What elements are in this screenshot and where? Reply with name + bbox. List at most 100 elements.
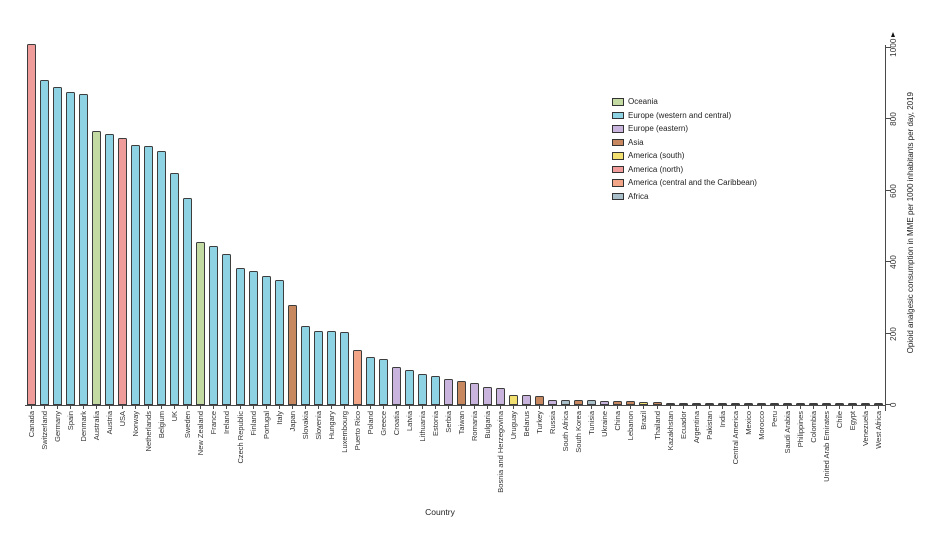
bar-colombia (808, 403, 818, 405)
bar-slot-puerto-rico (351, 45, 364, 405)
bar-slot-uruguay (507, 45, 520, 405)
country-label-sweden: Sweden (183, 411, 193, 439)
bar-belgium (157, 151, 167, 405)
plot-area: 0 200 400 600 800 1000 (25, 32, 898, 411)
bar-germany (53, 87, 63, 405)
x-tick (461, 405, 463, 409)
legend-row-europe-western-and-central: Europe (western and central) (612, 109, 757, 123)
x-label-slot-switzerland: Switzerland (38, 405, 51, 493)
bar-slot-germany (51, 45, 64, 405)
y-axis-line (885, 45, 886, 411)
x-label-slot-brazil: Brazil (637, 405, 650, 493)
bar-slot-finland (247, 45, 260, 405)
x-label-slot-argentina: Argentina (690, 405, 703, 493)
bar-slot-chile (833, 45, 846, 405)
x-label-slot-puerto-rico: Puerto Rico (351, 405, 364, 493)
country-label-spain: Spain (66, 411, 76, 431)
bar-slot-romania (468, 45, 481, 405)
x-tick (812, 405, 814, 409)
country-label-portugal: Portugal (261, 411, 271, 439)
bar-slot-south-korea (572, 45, 585, 405)
x-label-slot-ecuador: Ecuador (677, 405, 690, 493)
legend-label: Africa (628, 191, 649, 201)
y-tick-200 (885, 332, 891, 334)
bar-slot-morocco (755, 45, 768, 405)
x-tick (31, 405, 33, 409)
country-label-finland: Finland (248, 411, 258, 436)
x-tick (669, 405, 671, 409)
x-label-slot-mexico: Mexico (742, 405, 755, 493)
x-tick (604, 405, 606, 409)
x-tick (526, 405, 528, 409)
country-label-saudi-arabia: Saudi Arabia (782, 411, 792, 454)
bar-finland (248, 270, 258, 405)
x-tick (304, 405, 306, 409)
x-tick (109, 405, 111, 409)
country-label-bosnia-and-herzegovina: Bosnia and Herzegovina (496, 411, 506, 493)
x-tick (200, 405, 202, 409)
country-label-venezuela: Venezuela (861, 411, 871, 447)
country-label-slovenia: Slovenia (313, 411, 323, 440)
x-tick (213, 405, 215, 409)
x-tick (865, 405, 867, 409)
y-tick-label-400: 400 (889, 255, 898, 270)
bar-slot-taiwan (455, 45, 468, 405)
bar-switzerland (40, 80, 50, 405)
bar-west-africa (874, 403, 884, 405)
x-label-slot-norway: Norway (129, 405, 142, 493)
x-label-slot-estonia: Estonia (429, 405, 442, 493)
country-label-croatia: Croatia (391, 411, 401, 436)
country-label-china: China (613, 411, 623, 431)
x-tick (878, 405, 880, 409)
bar-australia (92, 130, 102, 405)
bar-slot-italy (273, 45, 286, 405)
x-tick (721, 405, 723, 409)
bar-italy (274, 280, 284, 405)
x-label-slot-lebanon: Lebanon (624, 405, 637, 493)
country-label-romania: Romania (470, 411, 480, 442)
bar-slot-bosnia-and-herzegovina (494, 45, 507, 405)
legend-row-africa: Africa (612, 190, 757, 204)
country-label-australia: Australia (92, 411, 102, 441)
legend-label: America (north) (628, 164, 684, 174)
bar-central-america (730, 403, 740, 405)
x-tick (96, 405, 98, 409)
x-tick (44, 405, 46, 409)
x-label-slot-saudi-arabia: Saudi Arabia (781, 405, 794, 493)
y-tick-label-800: 800 (889, 112, 898, 127)
bar-slot-colombia (807, 45, 820, 405)
y-tick-0 (885, 404, 891, 405)
country-label-south-africa: South Africa (561, 411, 571, 452)
bar-uk (170, 172, 180, 405)
country-label-czech-republic: Czech Republic (235, 411, 245, 464)
legend-row-oceania: Oceania (612, 95, 757, 109)
bar-slot-netherlands (142, 45, 155, 405)
x-label-slot-bosnia-and-herzegovina: Bosnia and Herzegovina (494, 405, 507, 493)
bar-lithuania (417, 374, 427, 405)
x-tick (161, 405, 163, 409)
x-tick (539, 405, 541, 409)
bar-slot-belgium (155, 45, 168, 405)
bar-bosnia-and-herzegovina (496, 387, 506, 405)
bar-slot-belarus (520, 45, 533, 405)
legend-row-america-central-and-the-caribbean: America (central and the Caribbean) (612, 176, 757, 190)
bar-slot-australia (90, 45, 103, 405)
country-label-lebanon: Lebanon (626, 411, 636, 441)
legend-swatch-icon (612, 152, 624, 160)
bar-slot-switzerland (38, 45, 51, 405)
country-label-turkey: Turkey (535, 411, 545, 434)
bar-luxembourg (339, 332, 349, 405)
country-label-germany: Germany (53, 411, 63, 442)
bar-slot-usa (116, 45, 129, 405)
bar-pakistan (704, 403, 714, 405)
legend-swatch-icon (612, 111, 624, 119)
legend-label: Europe (western and central) (628, 110, 732, 120)
country-label-pakistan: Pakistan (704, 411, 714, 440)
bar-netherlands (144, 145, 154, 405)
x-tick (83, 405, 85, 409)
country-label-india: India (717, 411, 727, 428)
x-label-slot-germany: Germany (51, 405, 64, 493)
x-axis-labels: Canada Switzerland Germany Spain Denmark Aust… (25, 405, 886, 493)
country-label-italy: Italy (274, 411, 284, 425)
